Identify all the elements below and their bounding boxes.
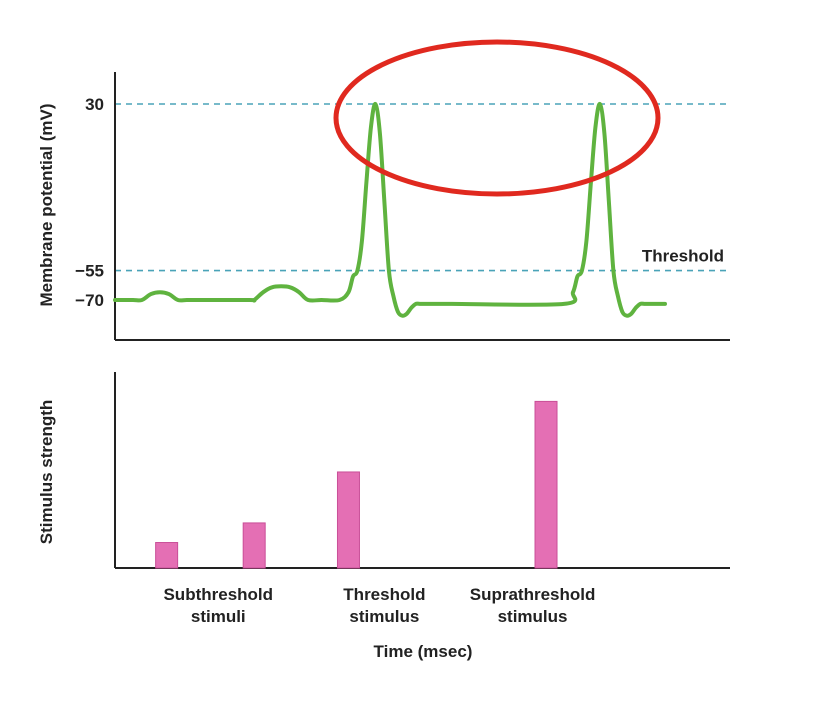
y-tick-label: −70 [75,291,104,310]
bottom-y-axis-title: Stimulus strength [37,400,56,545]
threshold-label: Threshold [642,247,724,266]
category-label: stimulus [498,607,568,626]
membrane-potential-line [113,101,667,318]
stimulus-bar [242,522,266,569]
category-label: Threshold [343,585,425,604]
category-label: stimuli [191,607,246,626]
category-label: stimulus [349,607,419,626]
category-label: Subthreshold [163,585,273,604]
category-label: Suprathreshold [470,585,596,604]
top-y-axis-title: Membrane potential (mV) [37,103,56,306]
stimulus-bar [336,471,360,569]
membrane-potential-panel: Threshold 30 −55 −70 Membrane potential (m… [37,39,730,341]
stimulus-bars [155,400,558,569]
y-tick-label: −55 [75,262,104,281]
peak-highlight-oval [333,39,661,197]
reference-lines: Threshold [115,103,730,272]
y-tick-label: 30 [85,95,104,114]
bottom-x-axis-title: Time (msec) [374,642,473,661]
stimulus-bar [534,400,558,569]
y-tick-labels: 30 −55 −70 [75,95,104,310]
category-labels: Subthreshold stimuli Threshold stimulus Supr… [163,585,595,626]
stimulus-strength-panel: Stimulus strength Subthreshold stimuli Thr… [37,372,730,661]
stimulus-bar [155,542,179,569]
